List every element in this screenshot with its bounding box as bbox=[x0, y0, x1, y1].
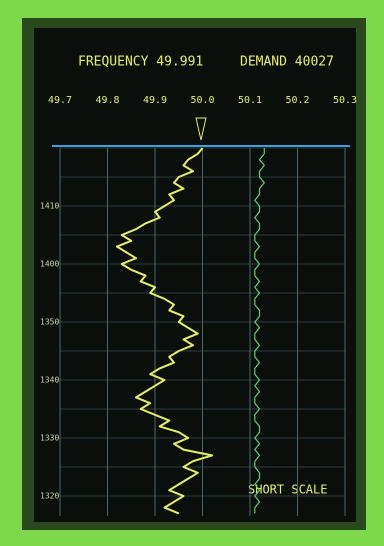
setpoint-marker bbox=[195, 117, 207, 141]
time-label: 1410 bbox=[40, 202, 59, 211]
series-line bbox=[254, 148, 265, 514]
time-label: 1340 bbox=[40, 376, 59, 385]
frequency-readout: FREQUENCY 49.991 bbox=[78, 55, 203, 70]
time-label: 1400 bbox=[40, 260, 59, 269]
x-tick-label: 49.8 bbox=[95, 95, 119, 106]
demand-readout: DEMAND 40027 bbox=[240, 55, 334, 70]
time-label: 1320 bbox=[40, 492, 59, 501]
scale-note: SHORT SCALE bbox=[248, 483, 327, 497]
x-tick-label: 49.7 bbox=[48, 95, 72, 106]
x-tick-label: 50.2 bbox=[285, 95, 309, 106]
time-label: 1350 bbox=[40, 318, 59, 327]
x-tick-label: 50.1 bbox=[238, 95, 262, 106]
x-tick-label: 50.0 bbox=[190, 95, 214, 106]
x-tick-label: 49.9 bbox=[143, 95, 167, 106]
screen bbox=[34, 28, 356, 522]
time-label: 1330 bbox=[40, 434, 59, 443]
series-line bbox=[116, 147, 213, 515]
x-tick-label: 50.3 bbox=[333, 95, 357, 106]
